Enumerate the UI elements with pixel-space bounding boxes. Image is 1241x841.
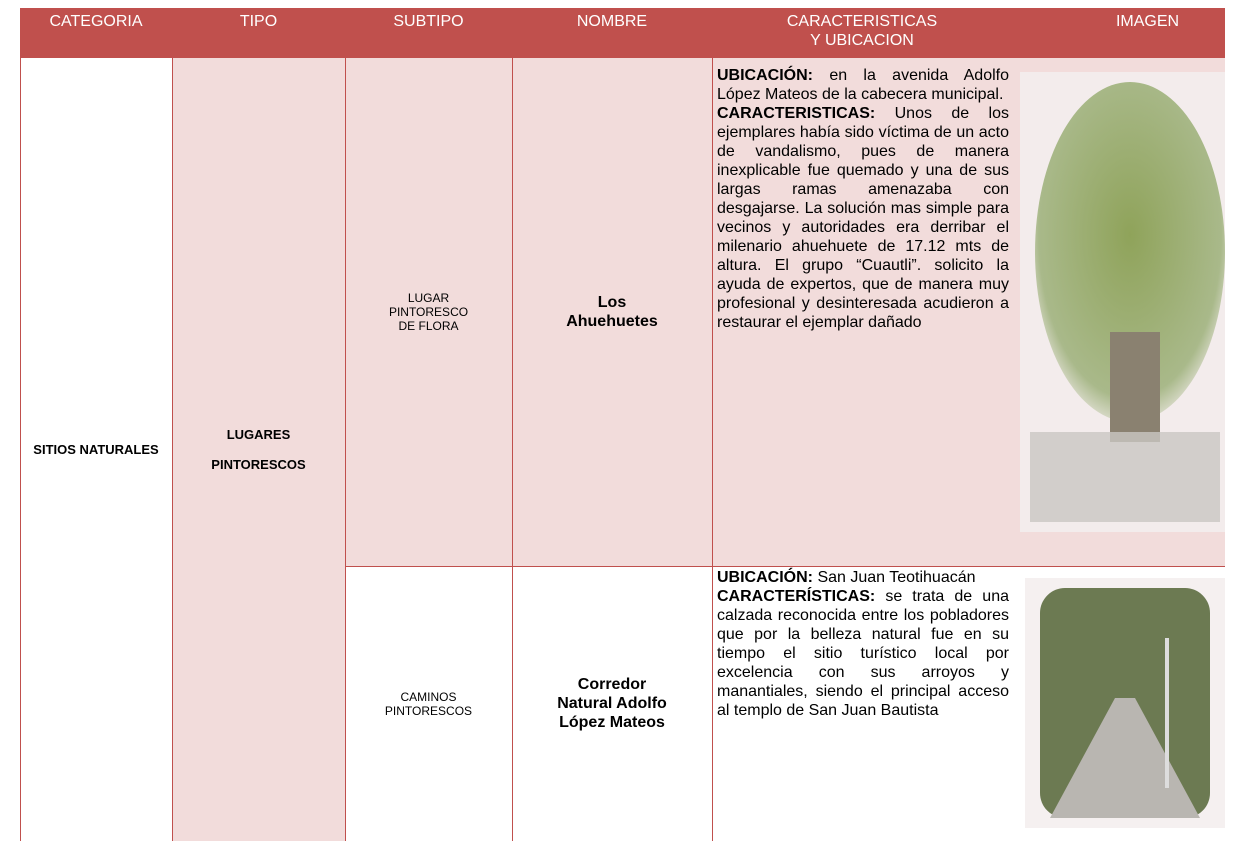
text: se trata de una calzada reconocida entre… [717,588,1009,719]
subtype-cell: LUGAR PINTORESCO DE FLORA [388,291,469,333]
label: CARACTERÍSTICAS: [717,588,876,605]
name-cell: Los Ahuehuetes [566,294,658,330]
header-cell: NOMBRE [512,8,712,31]
border [345,566,1225,567]
border [172,58,173,841]
text: Unos de los ejemplares había sido víctim… [717,105,1009,331]
border [345,58,346,841]
label: CARACTERISTICAS: [717,105,876,122]
text: San Juan Teotihuacán [817,569,976,586]
type-bg [172,58,345,841]
label: UBICACIÓN: [717,569,813,586]
header-cell: CATEGORIA [20,8,172,31]
name-cell: Corredor Natural Adolfo López Mateos [557,676,667,731]
text: en la avenida Adolfo López Mateos de la … [717,67,1009,103]
road-photo [1025,578,1225,828]
description: UBICACIÓN: San Juan Teotihuacán CARACTER… [717,568,1009,720]
border [712,58,713,841]
description: UBICACIÓN: en la avenida Adolfo López Ma… [717,66,1009,332]
header-cell: SUBTIPO [345,8,512,31]
border [20,58,21,841]
header-cell: TIPO [172,8,345,31]
header-cell: IMAGEN [1070,8,1225,31]
tree-photo [1020,72,1225,532]
category-cell: SITIOS NATURALES [33,442,159,457]
label: UBICACIÓN: [717,67,813,84]
border [512,58,513,841]
header-cell: CARACTERISTICAS Y UBICACION [712,8,1012,50]
subtype-cell: CAMINOS PINTORESCOS [384,689,473,718]
type-cell: LUGARES PINTORESCOS [211,427,306,472]
